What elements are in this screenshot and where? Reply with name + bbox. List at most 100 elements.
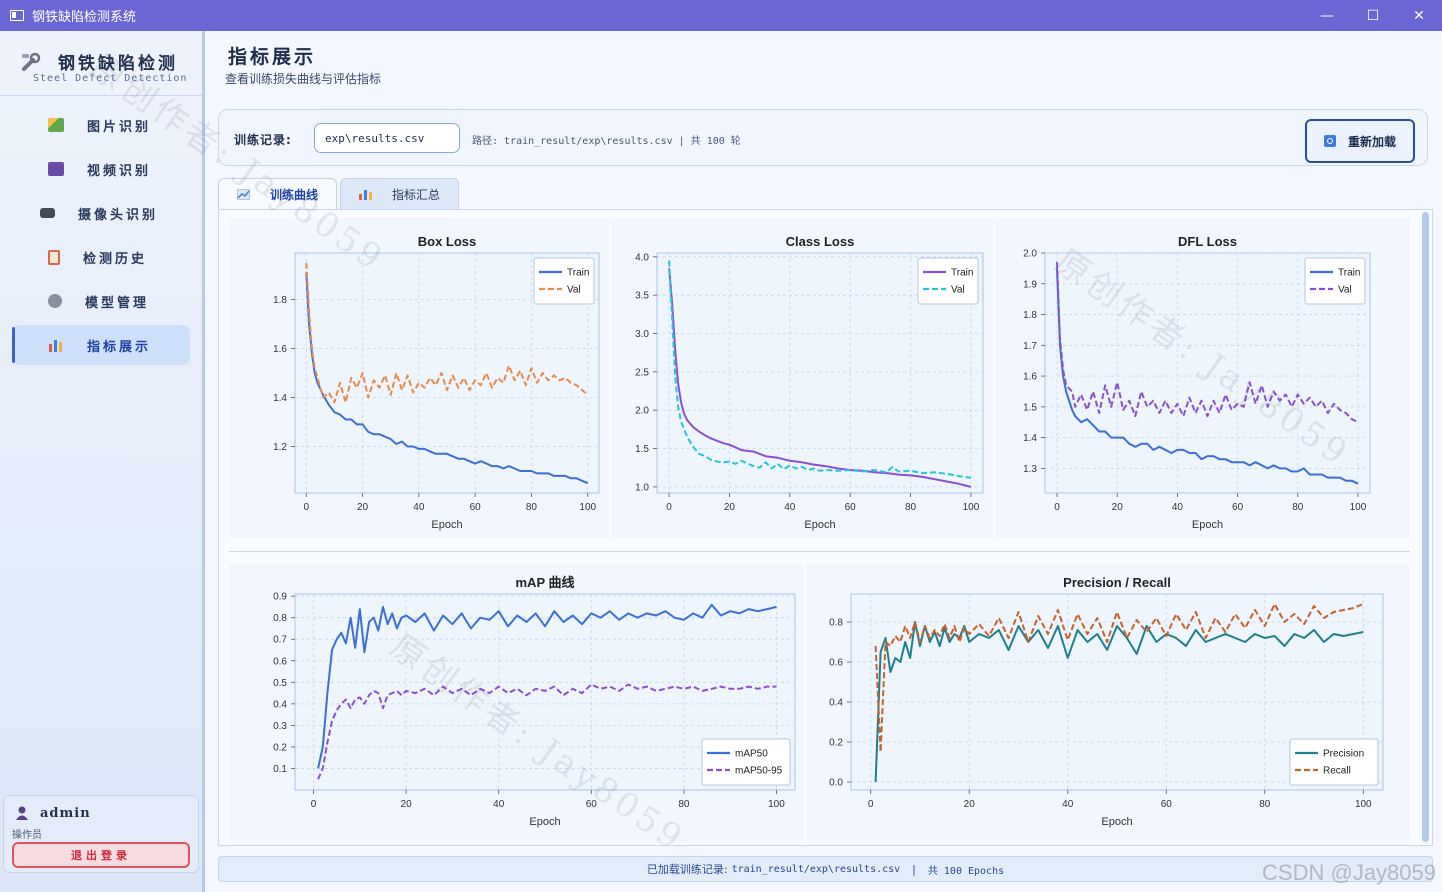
x-axis-label: Epoch [1192, 519, 1223, 531]
x-tick-label: 60 [470, 502, 482, 513]
x-tick-label: 40 [1172, 502, 1184, 513]
series-line-precision [874, 621, 1364, 783]
vertical-scrollbar[interactable] [1422, 212, 1429, 842]
x-axis-label: Epoch [431, 519, 462, 531]
precision-recall-chart: 0 20 40 60 80 100 0.0 0.2 0.4 0.6 0.8 Precision / R… [807, 564, 1410, 842]
sidebar-item-label: 模型管理 [85, 295, 150, 311]
series-line-map50 [317, 603, 777, 769]
charts-content: 0 20 40 60 80 100 1.2 1.4 1.6 1.8 Box Loss Epoch Tra… [218, 209, 1433, 846]
record-select[interactable]: exp\results.csv [314, 123, 460, 153]
y-tick-label: 3.0 [635, 329, 649, 340]
x-tick-label: 40 [493, 799, 505, 810]
y-tick-label: 2.0 [635, 406, 649, 417]
sidebar-item-metrics[interactable]: 指标展示 [12, 325, 190, 365]
y-tick-label: 2.0 [1023, 249, 1037, 260]
y-tick-label: 1.2 [273, 442, 287, 453]
legend-label: Train [1338, 268, 1360, 279]
sidebar-item-video-recognition[interactable]: 视频识别 [12, 149, 190, 189]
x-tick-label: 20 [1112, 502, 1124, 513]
refresh-icon [1323, 135, 1336, 147]
sidebar-item-image-recognition[interactable]: 图片识别 [12, 105, 190, 145]
y-tick-label: 0.8 [273, 613, 287, 624]
page-title: 指标展示 [228, 46, 317, 68]
y-tick-label: 0.8 [829, 618, 843, 629]
x-tick-label: 80 [1259, 799, 1271, 810]
chart-title: Box Loss [418, 234, 477, 249]
y-tick-label: 0.4 [273, 699, 287, 710]
x-tick-label: 100 [1350, 502, 1367, 513]
minimize-button[interactable]: — [1320, 7, 1334, 24]
legend-label: Val [567, 285, 581, 296]
cls_loss-svg: 0 20 40 60 80 100 1.0 1.5 2.0 2.5 3.0 3.5 4.0 Class L… [635, 234, 984, 531]
sidebar-item-detection-history[interactable]: 检测历史 [12, 237, 190, 277]
tab-label: 指标汇总 [392, 188, 441, 202]
y-tick-label: 1.8 [1023, 310, 1037, 321]
sidebar-item-label: 摄像头识别 [78, 207, 159, 223]
status-bar: 已加载训练记录: train_result/exp\results.csv | … [218, 856, 1433, 882]
y-tick-label: 4.0 [635, 252, 649, 263]
y-tick-label: 0.0 [829, 778, 843, 789]
sidebar-item-camera-recognition[interactable]: 摄像头识别 [12, 193, 190, 233]
dfl_loss-svg: 0 20 40 60 80 100 1.3 1.4 1.5 1.6 1.7 1.8 1.9 2.0 DFL … [1023, 234, 1371, 531]
brand-subtitle: Steel Defect Detection [33, 73, 188, 84]
legend-label: Recall [1323, 766, 1351, 777]
y-tick-label: 0.1 [273, 764, 287, 775]
y-tick-label: 1.5 [635, 444, 649, 455]
x-tick-label: 60 [1232, 502, 1244, 513]
box-loss-chart: 0 20 40 60 80 100 1.2 1.4 1.6 1.8 Box Loss Epoch Tra… [229, 218, 609, 538]
y-tick-label: 1.6 [273, 344, 287, 355]
y-tick-label: 0.6 [273, 656, 287, 667]
x-axis-label: Epoch [1101, 816, 1132, 828]
tab-bar: 训练曲线 指标汇总 [218, 178, 462, 210]
y-tick-label: 1.8 [273, 295, 287, 306]
maximize-button[interactable]: ☐ [1366, 7, 1380, 24]
legend-box [917, 257, 979, 305]
series-line-train [305, 272, 589, 485]
sidebar-item-label: 视频识别 [87, 163, 152, 179]
page-subtitle: 查看训练损失曲线与评估指标 [225, 72, 382, 86]
legend-label: Precision [1323, 749, 1364, 760]
film-icon [48, 162, 64, 176]
y-tick-label: 1.9 [1023, 279, 1037, 290]
bar-chart-icon [49, 340, 62, 352]
map-chart: 0 20 40 60 80 100 0.1 0.2 0.3 0.4 0.5 0.6 0.7 0.8 0.9 m… [229, 564, 803, 842]
chart-title: Precision / Recall [1063, 575, 1171, 590]
legend-box [1304, 257, 1366, 305]
x-tick-label: 20 [964, 799, 976, 810]
series-line-recall [874, 603, 1364, 753]
window-controls: — ☐ ✕ [1304, 0, 1442, 31]
legend-label: Val [951, 285, 965, 296]
y-tick-label: 1.4 [273, 393, 287, 404]
sidebar-item-model-management[interactable]: 模型管理 [12, 281, 190, 321]
scrollbar-thumb[interactable] [1422, 212, 1429, 842]
x-tick-label: 60 [1161, 799, 1173, 810]
user-role: 操作员 [12, 830, 42, 841]
status-path: train_result/exp\results.csv [731, 863, 901, 875]
x-tick-label: 80 [905, 502, 917, 513]
record-label: 训练记录: [234, 133, 292, 147]
tab-label: 训练曲线 [270, 188, 319, 202]
chart-title: Class Loss [786, 234, 855, 249]
y-tick-label: 2.5 [635, 367, 649, 378]
logout-button[interactable]: 退出登录 [12, 842, 190, 868]
x-tick-label: 20 [724, 502, 736, 513]
tab-metrics-summary[interactable]: 指标汇总 [340, 178, 460, 210]
chart-title: mAP 曲线 [516, 575, 575, 590]
line-chart-icon [237, 189, 250, 200]
reload-button-label: 重新加载 [1347, 134, 1396, 149]
y-tick-label: 0.5 [273, 678, 287, 689]
tab-training-curves[interactable]: 训练曲线 [218, 178, 338, 210]
y-tick-label: 1.7 [1023, 341, 1037, 352]
x-tick-label: 0 [303, 502, 309, 513]
gear-icon [48, 294, 62, 308]
y-tick-label: 1.6 [1023, 372, 1037, 383]
brand: 钢铁缺陷检测 Steel Defect Detection [0, 31, 202, 96]
reload-button[interactable]: 重新加载 [1305, 119, 1415, 163]
x-tick-label: 100 [579, 502, 596, 513]
x-tick-label: 20 [401, 799, 413, 810]
y-tick-label: 1.3 [1023, 464, 1037, 475]
box_loss-svg: 0 20 40 60 80 100 1.2 1.4 1.6 1.8 Box Loss Epoch Tra… [273, 234, 600, 531]
map-svg: 0 20 40 60 80 100 0.1 0.2 0.3 0.4 0.5 0.6 0.7 0.8 0.9 m… [273, 575, 796, 828]
y-tick-label: 3.5 [635, 291, 649, 302]
close-button[interactable]: ✕ [1413, 7, 1425, 24]
